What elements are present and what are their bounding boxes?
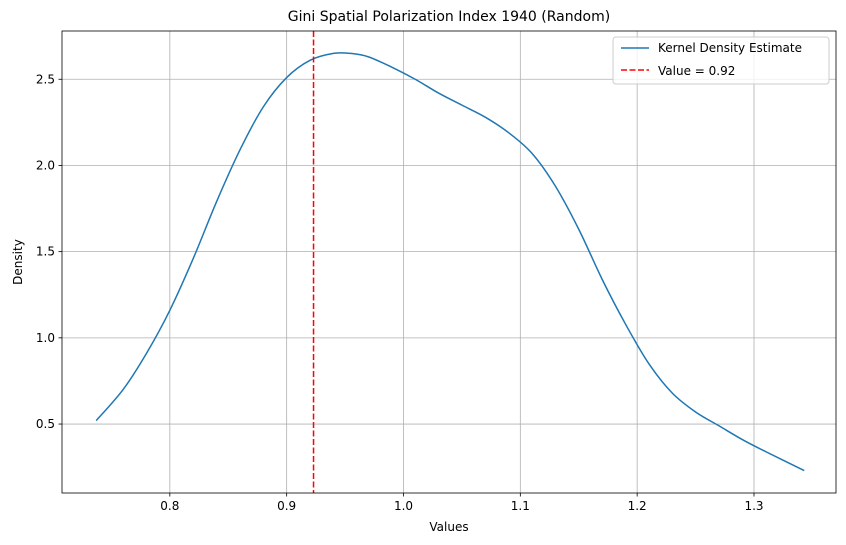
legend-box <box>612 36 830 85</box>
y-axis-label: Density <box>11 239 25 285</box>
y-tick-label: 0.5 <box>36 417 55 431</box>
kde-series-line <box>95 52 805 472</box>
x-tick-label: 0.8 <box>160 499 179 513</box>
x-tick-label: 1.2 <box>628 499 647 513</box>
y-tick-label: 1.0 <box>36 331 55 345</box>
chart-title: Gini Spatial Polarization Index 1940 (Ra… <box>288 9 610 25</box>
legend-vline-label: Value = 0.92 <box>658 64 735 78</box>
axis-ticks: 0.8 0.9 1.0 1.1 1.2 1.3 0.5 1.0 1.5 2.0 2.5 <box>36 72 764 513</box>
y-tick-label: 2.5 <box>36 72 55 86</box>
plot-frame <box>61 30 837 494</box>
y-tick-label: 1.5 <box>36 245 55 259</box>
legend-kde-label: Kernel Density Estimate <box>658 41 802 55</box>
x-axis-label: Values <box>429 520 468 534</box>
x-tick-label: 1.3 <box>744 499 763 513</box>
x-tick-label: 1.1 <box>511 499 530 513</box>
x-tick-label: 1.0 <box>394 499 413 513</box>
x-tick-label: 0.9 <box>277 499 296 513</box>
series-layer <box>95 31 805 493</box>
legend: Kernel Density Estimate Value = 0.92 <box>612 36 830 85</box>
y-tick-label: 2.0 <box>36 158 55 172</box>
